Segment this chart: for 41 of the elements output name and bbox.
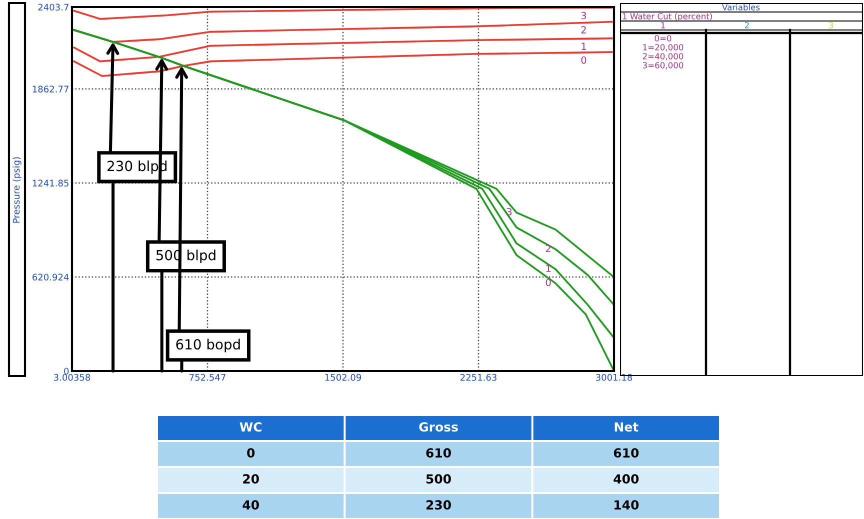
x-tick-label: 3001.18 [596, 374, 632, 381]
text: 400 [614, 474, 639, 484]
y-tick-label: 1862.77 [32, 86, 68, 92]
annotation: 610 bopd [176, 338, 240, 352]
series-label: 1 [582, 42, 586, 50]
text: Gross [419, 422, 458, 432]
text: 2 [744, 22, 749, 28]
text: 1 Water Cut (percent) [622, 12, 712, 22]
series-label: 2 [546, 244, 550, 252]
series-label: 3 [581, 12, 586, 20]
x-tick-label: 2251.63 [460, 374, 496, 381]
series-label: 0 [546, 278, 551, 286]
series-label: 1 [546, 264, 551, 272]
text: 230 [426, 500, 451, 510]
y-axis-title: Pressure (psig) [12, 157, 22, 223]
text: Net [614, 422, 638, 432]
series-label: 3 [506, 208, 512, 216]
x-tick-label: 3.00358 [54, 374, 90, 381]
text: 2=40,000 [642, 53, 684, 60]
text: 1=20,000 [643, 44, 684, 52]
text: 40 [242, 500, 259, 510]
text: WC [240, 422, 262, 432]
text: 1 [661, 22, 665, 28]
text: 140 [614, 500, 639, 510]
text: 3=60,000 [642, 62, 684, 70]
x-tick-label: 1502.09 [325, 374, 362, 381]
text: 500 [426, 474, 451, 484]
y-tick-label: 1241.85 [32, 180, 68, 186]
text: 610 [614, 448, 639, 458]
text: 0 [247, 448, 255, 458]
x-tick-label: 752.547 [190, 374, 226, 381]
series-label: 0 [581, 56, 586, 64]
text: 0=0 [654, 35, 672, 42]
series-label: 2 [581, 26, 586, 34]
text: Variables [722, 4, 760, 10]
y-tick-label: 620.924 [32, 274, 69, 281]
y-tick-label: 0 [64, 368, 69, 375]
text: 3 [828, 22, 833, 28]
text: 20 [243, 474, 259, 484]
text: 610 [426, 448, 451, 458]
y-tick-label: 2403.7 [38, 4, 68, 11]
